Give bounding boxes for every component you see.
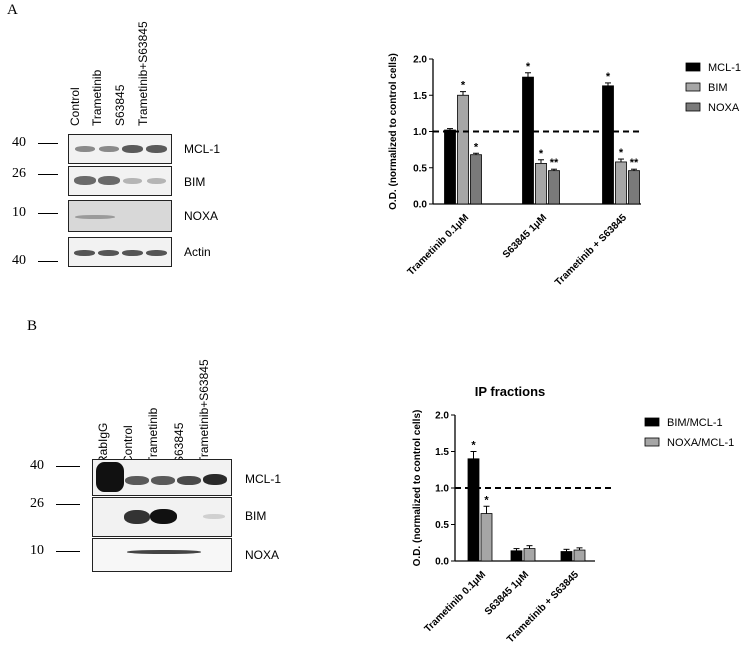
mw-tick [38, 213, 58, 214]
y-axis-label: O.D. (normalized to control cells) [412, 410, 423, 567]
significance-label: * [526, 61, 531, 73]
mw-marker: 10 [12, 205, 26, 220]
y-tick-label: 1.0 [413, 127, 427, 138]
category-label: S63845 1μM [483, 569, 531, 617]
significance-label: ** [630, 157, 639, 169]
legend-swatch [685, 102, 701, 112]
bar [602, 85, 614, 205]
mw-marker: 40 [12, 135, 26, 150]
mw-marker: 40 [12, 253, 26, 268]
y-tick-label: 0.0 [413, 200, 427, 211]
category-label: S63845 1μM [501, 212, 549, 260]
mw-tick [38, 174, 58, 175]
bar [444, 129, 456, 205]
y-tick-label: 2.0 [413, 55, 427, 66]
mw-tick [56, 504, 80, 505]
legend-label: BIM/MCL-1 [667, 417, 723, 429]
y-tick-label: 1.0 [435, 484, 449, 495]
legend-swatch [644, 417, 660, 427]
significance-label: * [484, 494, 489, 506]
blot-row-label: Actin [184, 245, 211, 259]
blot-strip-noxa [92, 538, 232, 572]
significance-label: * [474, 141, 479, 153]
mw-marker: 40 [30, 458, 44, 473]
legend-label: NOXA [708, 102, 740, 114]
y-tick-label: 2.0 [435, 411, 449, 422]
blot-strip-noxa [68, 200, 172, 232]
blot-strip-bim [92, 497, 232, 537]
blot-row-label: MCL-1 [245, 472, 282, 486]
panel-letter-a: A [7, 2, 18, 18]
y-tick-label: 0.5 [413, 163, 427, 174]
blot-row-label: BIM [184, 175, 206, 189]
chart-title: IP fractions [475, 384, 546, 399]
mw-marker: 26 [30, 496, 44, 511]
blot-strip-actin [68, 237, 172, 267]
significance-label: * [539, 148, 544, 160]
bar [628, 170, 640, 205]
blot-row-label: BIM [245, 509, 267, 523]
bar [535, 162, 547, 205]
significance-label: * [471, 440, 476, 452]
bar [615, 161, 627, 205]
bar [522, 76, 534, 205]
mw-tick [38, 143, 58, 144]
significance-label: * [606, 71, 611, 83]
mw-tick [38, 261, 58, 262]
blot-strip-bim [68, 166, 172, 196]
mw-tick [56, 551, 80, 552]
bar [467, 458, 480, 562]
bar [573, 549, 586, 562]
bar [470, 154, 482, 205]
blot-row-label: NOXA [245, 548, 280, 562]
legend-swatch [644, 437, 660, 447]
mw-marker: 10 [30, 543, 44, 558]
bar [523, 548, 536, 562]
significance-label: * [619, 147, 624, 159]
mw-tick [56, 466, 80, 467]
y-axis-label: O.D. (normalized to control cells) [388, 53, 399, 210]
category-label: Trametinib 0.1μM [423, 569, 489, 635]
category-label: Trametinib 0.1μM [406, 212, 472, 278]
mw-marker: 26 [12, 166, 26, 181]
legend-label: MCL-1 [708, 62, 741, 74]
bar [548, 170, 560, 205]
legend-swatch [685, 62, 701, 72]
blot-row-label: NOXA [184, 209, 219, 223]
blot-strip-mcl1 [92, 459, 232, 496]
y-tick-label: 0.5 [435, 520, 449, 531]
bar [510, 550, 523, 562]
panel-letter-b: B [27, 318, 38, 334]
blot-row-label: MCL-1 [184, 142, 221, 156]
bar [457, 94, 469, 205]
legend-label: NOXA/MCL-1 [667, 437, 734, 449]
y-tick-label: 1.5 [413, 91, 427, 102]
significance-label: ** [550, 157, 559, 169]
significance-label: * [461, 80, 466, 92]
bar [480, 513, 493, 562]
legend-label: BIM [708, 82, 728, 94]
y-tick-label: 1.5 [435, 447, 449, 458]
blot-strip-mcl1 [68, 134, 172, 164]
bar [560, 551, 573, 562]
legend-swatch [685, 82, 701, 92]
category-label: Trametinib + S63845 [553, 212, 629, 288]
y-tick-label: 0.0 [435, 557, 449, 568]
